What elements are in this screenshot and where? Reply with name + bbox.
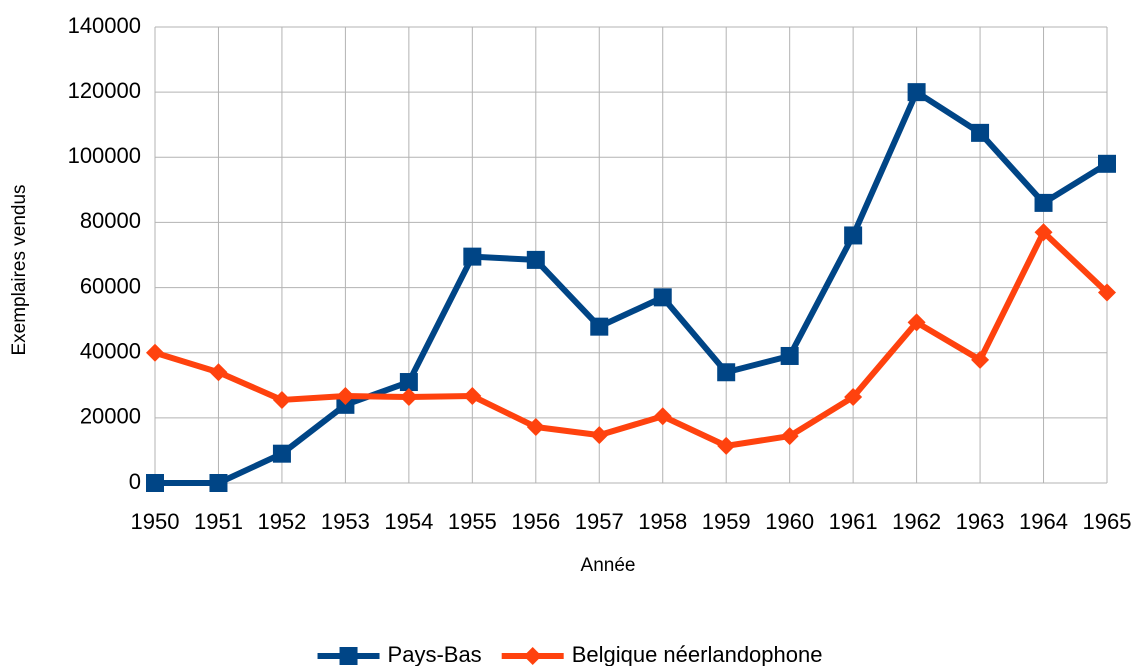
data-point — [146, 343, 164, 362]
series-line — [154, 229, 1110, 449]
x-tick-label: 1952 — [257, 509, 306, 534]
data-point — [590, 317, 609, 336]
data-point — [590, 426, 609, 445]
legend-label: Belgique néerlandophone — [572, 642, 823, 666]
x-tick-label: 1954 — [384, 509, 433, 534]
data-point — [463, 387, 482, 406]
data-point — [146, 474, 164, 492]
y-tick-label: 140000 — [68, 13, 141, 38]
y-tick-label: 120000 — [68, 78, 141, 103]
legend-marker — [339, 647, 358, 665]
data-point — [209, 363, 228, 382]
data-point — [526, 417, 545, 436]
series-line — [155, 89, 1109, 486]
data-point — [272, 444, 291, 463]
data-point — [907, 313, 926, 332]
x-tick-label: 1957 — [575, 509, 624, 534]
data-point — [1034, 223, 1053, 242]
x-tick-label: 1953 — [321, 509, 370, 534]
data-point — [717, 363, 736, 382]
y-tick-label: 80000 — [80, 208, 141, 233]
y-tick-label: 40000 — [80, 339, 141, 364]
x-tick-label: 1951 — [194, 509, 243, 534]
data-point — [209, 474, 228, 492]
data-point — [336, 387, 355, 406]
y-tick-label: 60000 — [80, 273, 141, 298]
x-tick-label: 1959 — [702, 509, 751, 534]
x-tick-label: 1964 — [1019, 509, 1068, 534]
data-point — [526, 250, 545, 269]
x-tick-label: 1960 — [765, 509, 814, 534]
y-tick-label: 0 — [129, 469, 141, 494]
x-tick-label: 1961 — [829, 509, 878, 534]
data-point — [844, 226, 863, 245]
x-tick-label: 1956 — [511, 509, 560, 534]
x-axis-label: Année — [581, 555, 636, 576]
data-point — [1098, 283, 1116, 302]
data-point — [971, 123, 990, 142]
x-tick-label: 1950 — [131, 509, 180, 534]
legend-marker — [523, 647, 542, 665]
data-point — [272, 390, 291, 409]
legend-label: Pays-Bas — [388, 642, 482, 666]
x-tick-label: 1955 — [448, 509, 497, 534]
data-point — [907, 83, 926, 102]
data-point — [463, 247, 482, 266]
data-point — [399, 388, 418, 407]
x-tick-label: 1965 — [1083, 509, 1132, 534]
y-axis-label: Exemplaires vendus — [9, 184, 30, 355]
data-point — [844, 388, 863, 407]
data-point — [399, 373, 418, 392]
x-tick-label: 1962 — [892, 509, 941, 534]
y-tick-label: 20000 — [80, 404, 141, 429]
data-point — [717, 436, 736, 455]
data-point — [653, 288, 672, 307]
data-point — [971, 350, 990, 369]
data-point — [653, 407, 672, 426]
data-point — [1034, 193, 1053, 212]
data-point — [780, 346, 799, 365]
data-point — [780, 427, 799, 446]
y-tick-label: 100000 — [68, 143, 141, 168]
x-tick-label: 1958 — [638, 509, 687, 534]
x-tick-label: 1963 — [956, 509, 1005, 534]
data-point — [1098, 154, 1116, 173]
